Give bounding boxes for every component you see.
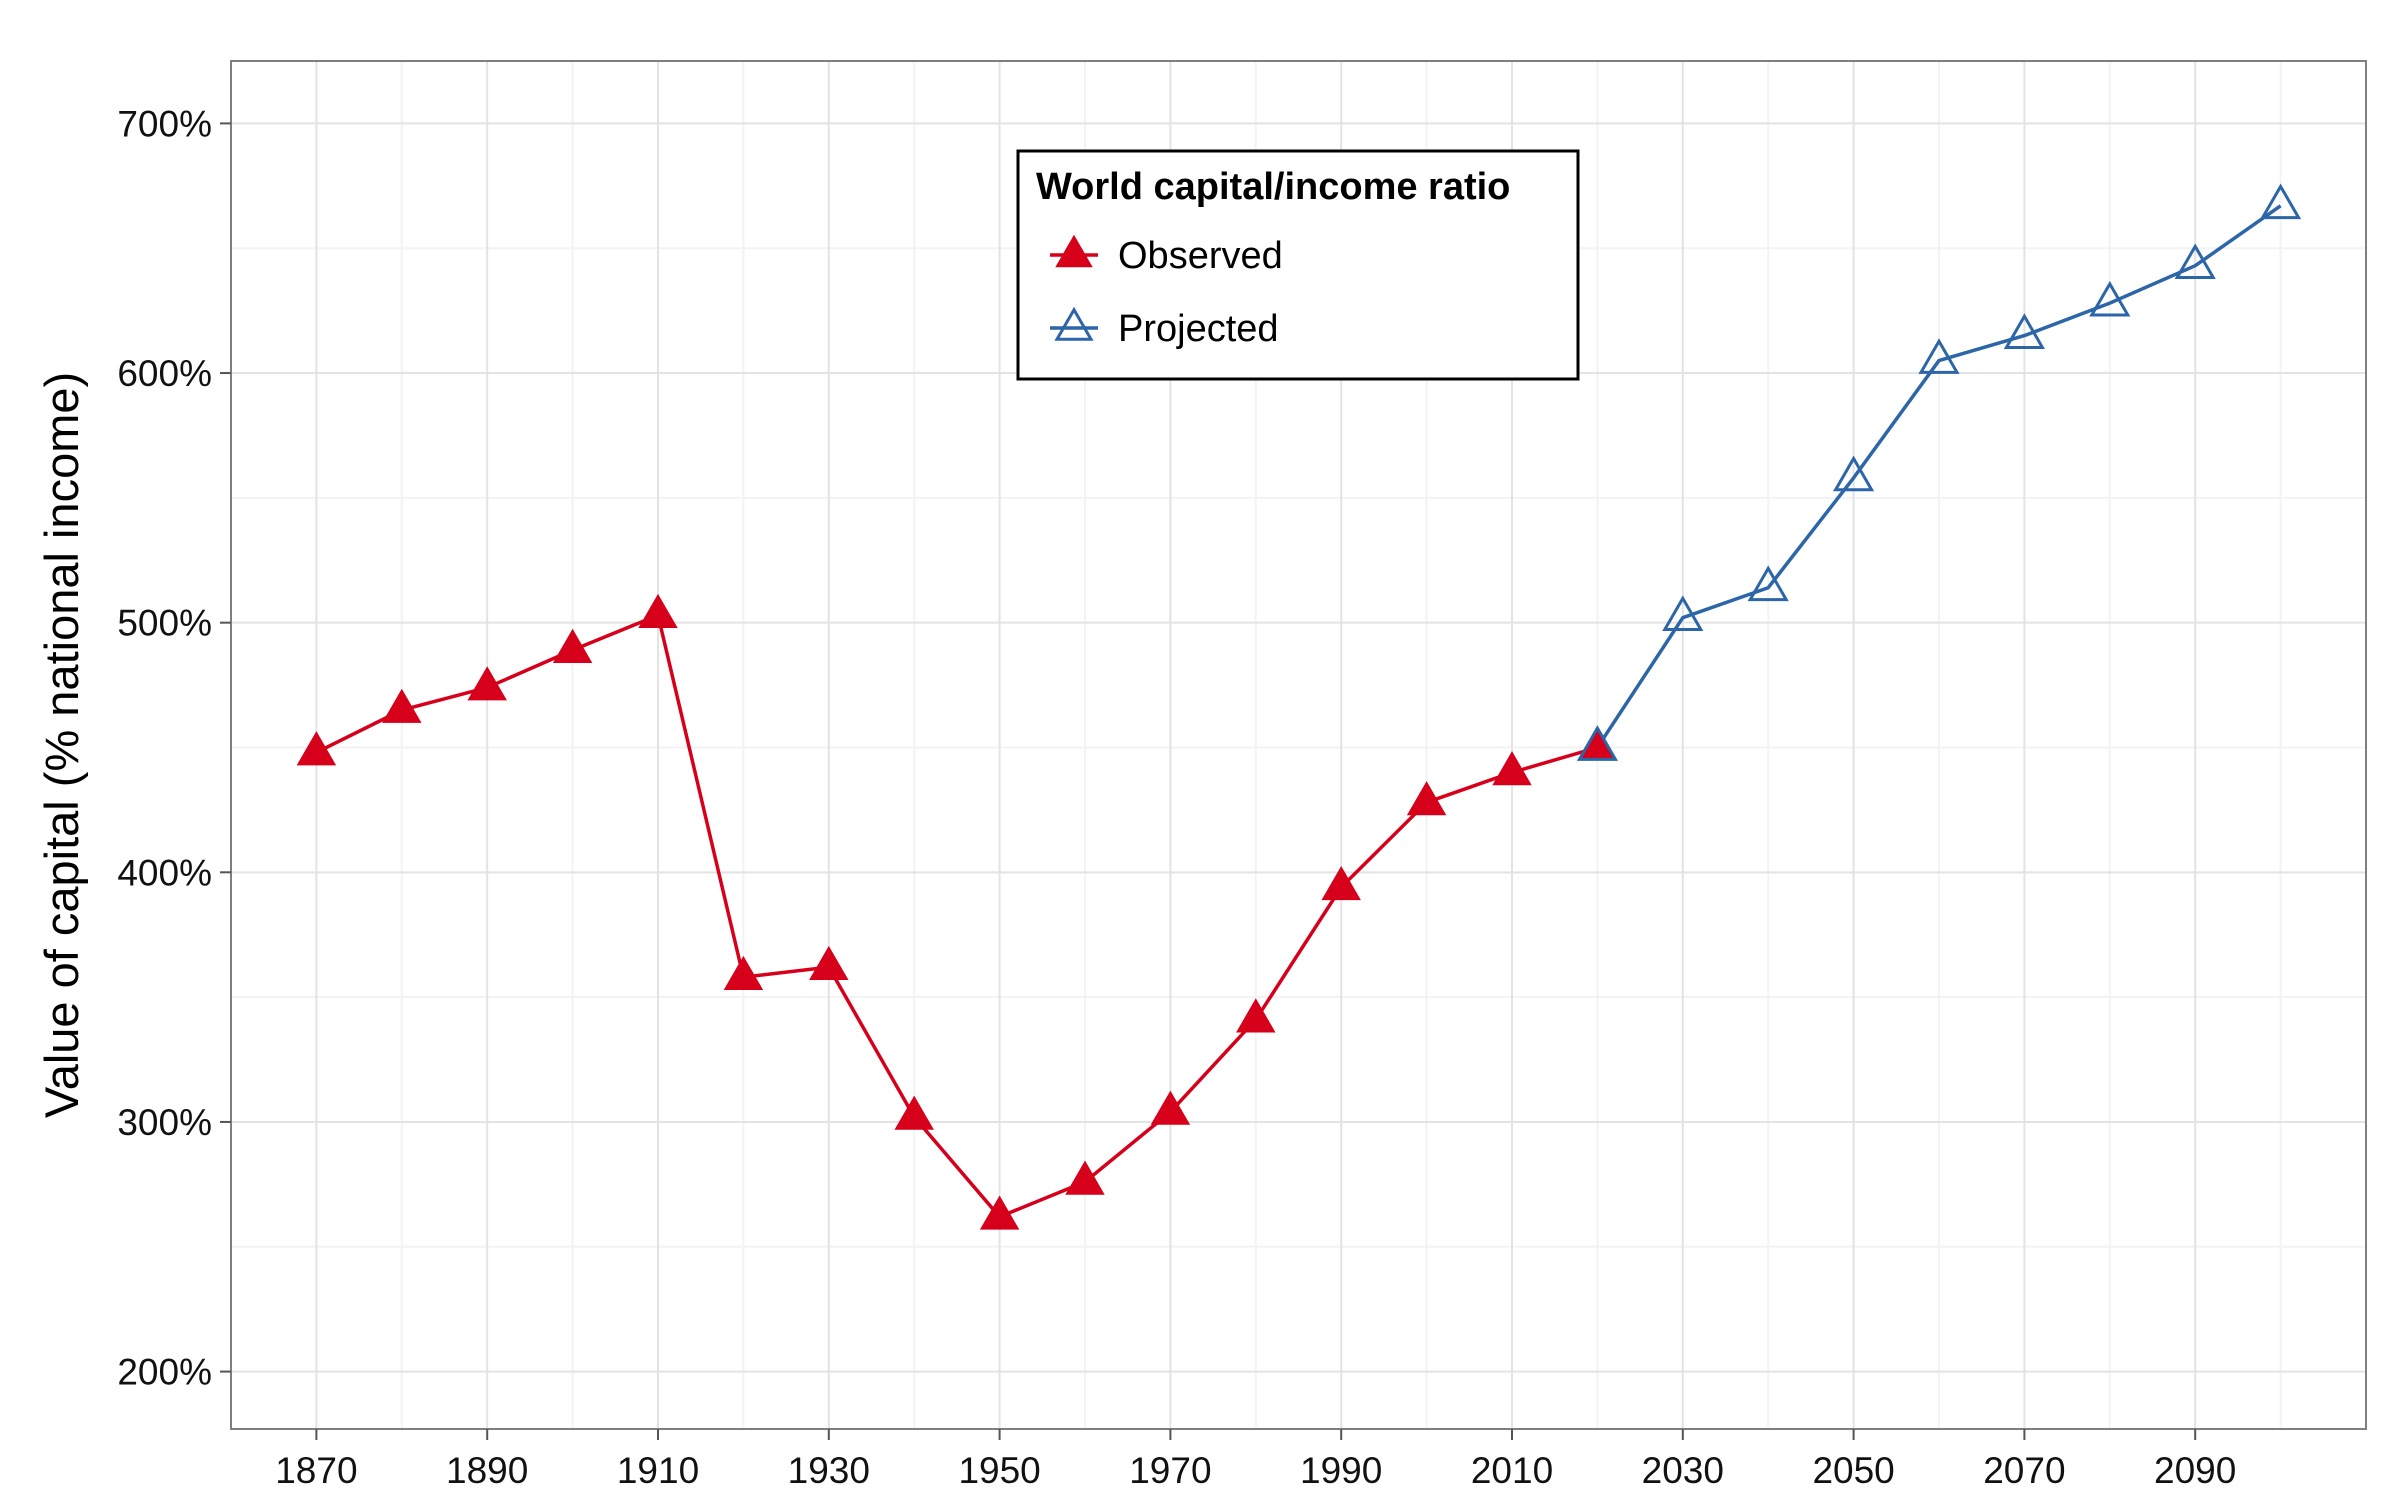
data-point-projected <box>1833 455 1875 492</box>
data-point-projected <box>1662 595 1704 632</box>
y-axis: 200% 300% 400% 500% 600% 700% <box>117 103 231 1393</box>
data-point-observed <box>382 688 422 723</box>
x-tick-label: 1970 <box>1129 1450 1211 1491</box>
series-line-projected <box>1595 204 2282 749</box>
y-tick-label: 600% <box>117 353 212 394</box>
data-point-observed <box>552 628 593 663</box>
legend-box <box>1016 149 1580 381</box>
x-tick-label: 2010 <box>1471 1450 1553 1491</box>
data-point-observed <box>296 731 337 766</box>
legend: World capital/income ratio Observed Proje… <box>1016 149 1580 381</box>
data-point-observed <box>1236 998 1276 1033</box>
data-point-projected <box>2089 280 2131 317</box>
legend-title: World capital/income ratio <box>1036 166 1510 208</box>
data-point-observed <box>1065 1160 1105 1195</box>
series-layer <box>296 183 2302 1230</box>
series-line-observed <box>315 613 1598 1219</box>
data-point-observed <box>723 955 764 991</box>
data-point-observed <box>638 593 678 629</box>
x-tick-label: 1950 <box>958 1450 1040 1491</box>
y-tick-label: 700% <box>117 103 212 144</box>
legend-entries: Observed Projected <box>1050 234 1283 350</box>
data-point-projected <box>2260 183 2302 220</box>
legend-label-observed: Observed <box>1118 235 1283 277</box>
x-tick-label: 2050 <box>1812 1450 1894 1491</box>
y-tick-label: 300% <box>117 1102 212 1143</box>
data-point-projected <box>2174 243 2216 280</box>
x-tick-label: 1870 <box>275 1450 357 1491</box>
data-point-observed <box>1321 865 1361 901</box>
data-point-observed <box>894 1095 934 1130</box>
legend-label-projected: Projected <box>1118 308 1279 350</box>
y-axis-title: Value of capital (% national income) <box>35 372 88 1118</box>
data-point-observed <box>1492 751 1532 786</box>
data-point-projected <box>1747 565 1789 602</box>
y-tick-label: 200% <box>117 1352 212 1393</box>
x-tick-label: 2030 <box>1642 1450 1724 1491</box>
x-tick-label: 1910 <box>617 1450 699 1491</box>
data-point-projected <box>1576 725 1618 761</box>
x-axis: 1870 1890 1910 1930 1950 1970 1990 2010 2030 2050… <box>275 1429 2236 1491</box>
legend-marker-observed <box>1055 234 1093 268</box>
data-point-observed <box>1406 781 1447 816</box>
data-point-observed <box>1150 1090 1191 1125</box>
data-point-projected <box>1918 338 1960 374</box>
x-tick-label: 2070 <box>1983 1450 2065 1491</box>
x-tick-label: 1890 <box>446 1450 528 1491</box>
plot-border <box>230 60 2367 1430</box>
y-tick-label: 500% <box>117 603 212 644</box>
data-point-projected <box>2003 313 2045 349</box>
x-tick-label: 1930 <box>788 1450 870 1491</box>
data-point-observed <box>467 666 507 701</box>
x-tick-label: 1990 <box>1300 1450 1382 1491</box>
y-tick-label: 400% <box>117 852 212 893</box>
data-point-observed <box>809 945 849 981</box>
x-tick-label: 2090 <box>2154 1450 2236 1491</box>
data-point-observed <box>979 1195 1020 1230</box>
legend-marker-projected <box>1054 306 1094 341</box>
